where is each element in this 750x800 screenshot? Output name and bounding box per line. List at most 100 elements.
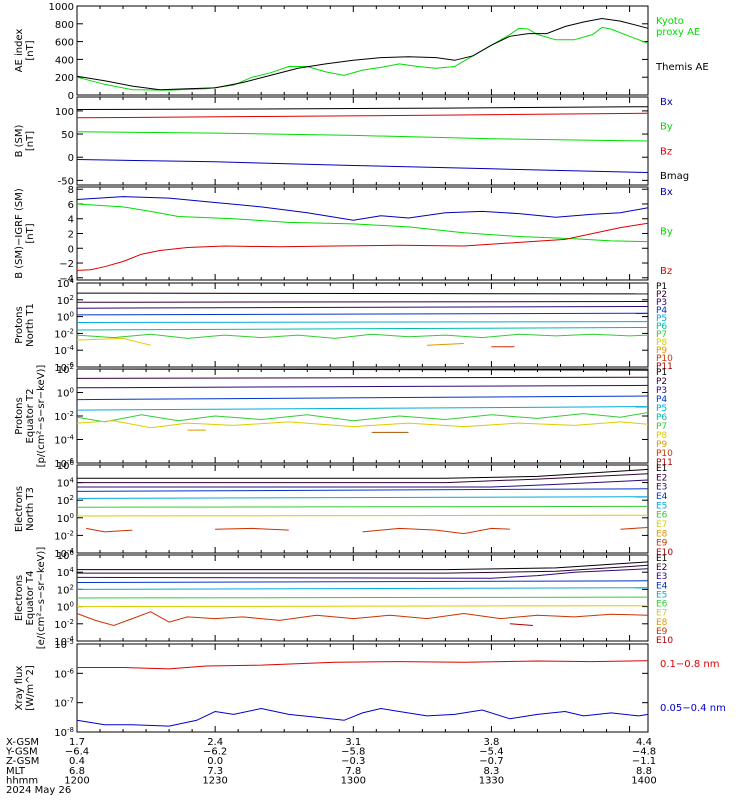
series-line-p2 bbox=[76, 301, 649, 303]
footer-value: 3.1 bbox=[345, 737, 361, 748]
series-line-by bbox=[76, 203, 649, 243]
footer-value: 6.8 bbox=[69, 766, 85, 777]
legend-p11: P11 bbox=[656, 362, 673, 372]
series-line-e5 bbox=[76, 496, 649, 499]
series-line-p5 bbox=[76, 406, 649, 411]
legend-e9: E9 bbox=[656, 627, 668, 637]
legend-p3: P3 bbox=[656, 298, 667, 308]
series-line-e7 bbox=[76, 514, 649, 517]
legend-by: By bbox=[660, 122, 673, 133]
footer-value: 1230 bbox=[202, 775, 227, 786]
footer-value: 8.8 bbox=[636, 766, 652, 777]
y-axis-label: [nT] bbox=[25, 223, 36, 243]
footer-value: 0.0 bbox=[207, 756, 223, 767]
series-line-e8 bbox=[76, 611, 649, 627]
legend-e6: E6 bbox=[656, 600, 668, 610]
y-axis-label: [nT] bbox=[25, 40, 36, 60]
series-line-p2 bbox=[76, 376, 649, 379]
series-line-e2 bbox=[77, 564, 649, 574]
y-tick-label: 10-2 bbox=[54, 529, 74, 542]
footer-value: −6.2 bbox=[203, 747, 227, 758]
series-line-p4 bbox=[76, 395, 649, 401]
series-line-p7 bbox=[76, 333, 649, 339]
y-tick-label: 0 bbox=[68, 153, 74, 164]
legend-bx: Bx bbox=[660, 97, 673, 108]
y-tick-label: 200 bbox=[55, 73, 74, 84]
legend-e1: E1 bbox=[656, 554, 667, 564]
series-line-kyoto-proxy-ae bbox=[76, 26, 649, 91]
y-tick-label: 102 bbox=[57, 494, 74, 507]
legend-e3: E3 bbox=[656, 483, 667, 493]
series-line-p8 bbox=[76, 337, 151, 346]
legend-e5: E5 bbox=[656, 501, 667, 511]
y-axis-label: AE index bbox=[14, 29, 25, 73]
series-line-p9 bbox=[426, 343, 464, 346]
legend-e2: E2 bbox=[656, 563, 667, 573]
legend-p9: P9 bbox=[656, 346, 667, 356]
series-line-e9b bbox=[215, 527, 289, 531]
y-tick-label: 6 bbox=[68, 200, 74, 211]
legend-p1: P1 bbox=[656, 282, 667, 292]
panel-frame bbox=[76, 186, 649, 281]
legend-e7: E7 bbox=[656, 609, 667, 619]
y-axis-label: Equator T4 bbox=[25, 571, 36, 626]
panel-frame bbox=[76, 282, 649, 368]
footer-value: 1.7 bbox=[69, 737, 85, 748]
series-line-p5 bbox=[76, 321, 649, 323]
panel-frame bbox=[76, 643, 649, 733]
y-tick-label: 10-4 bbox=[54, 635, 74, 648]
y-tick-label: 104 bbox=[57, 277, 75, 290]
y-axis-label: Protons bbox=[14, 397, 25, 434]
series-line-e9c bbox=[362, 527, 510, 535]
footer-value: 1300 bbox=[341, 775, 366, 786]
footer-row-label: MLT bbox=[6, 766, 26, 777]
series-line-by bbox=[76, 131, 649, 142]
panel-frame bbox=[76, 5, 649, 96]
footer-value: 2.4 bbox=[207, 737, 223, 748]
legend-e1: E1 bbox=[656, 464, 667, 474]
y-tick-label: 10-4 bbox=[54, 547, 74, 560]
panel-3: −4 −2 0 2 4 6 8 B (SM)−IGRF (SM) [nT] Bx By Bz bbox=[14, 185, 673, 285]
panel-frame bbox=[76, 464, 649, 554]
legend-e5: E5 bbox=[656, 590, 667, 600]
footer-row-label: hhmm bbox=[6, 775, 38, 786]
y-tick-label: 0 bbox=[68, 244, 74, 255]
y-tick-label: 10-5 bbox=[54, 638, 74, 651]
footer-value: 1200 bbox=[64, 775, 89, 786]
y-tick-label: 10-6 bbox=[54, 457, 74, 470]
series-line-p4 bbox=[76, 312, 649, 316]
y-tick-label: 10-8 bbox=[54, 726, 74, 739]
series-line-p6 bbox=[76, 327, 649, 331]
footer-value: −4.8 bbox=[632, 747, 656, 758]
y-tick-label: 102 bbox=[57, 583, 74, 596]
footer-row-label: Z-GSM bbox=[6, 756, 39, 767]
y-tick-label: 106 bbox=[57, 549, 75, 562]
series-line-0-05-0-4-nm bbox=[76, 707, 649, 727]
series-line-bz bbox=[76, 222, 649, 271]
y-tick-label: 100 bbox=[57, 311, 74, 324]
legend-p11: P11 bbox=[656, 458, 673, 468]
legend-p10: P10 bbox=[656, 354, 673, 364]
y-axis-label: [p/(cm²−s−sr−keV)] bbox=[36, 365, 47, 468]
y-axis-label: Protons bbox=[14, 306, 25, 343]
legend-p5: P5 bbox=[656, 314, 667, 324]
y-tick-label: 1000 bbox=[49, 2, 74, 13]
legend-e4: E4 bbox=[656, 581, 668, 591]
series-line-e6 bbox=[76, 596, 649, 599]
y-axis-label: Electrons bbox=[14, 575, 25, 621]
legend-bx: Bx bbox=[660, 187, 673, 198]
y-axis-label: Equator T2 bbox=[25, 389, 36, 444]
series-line-e1 bbox=[77, 561, 649, 571]
footer-row-label: 2024 May 26 bbox=[6, 785, 71, 796]
y-tick-label: 10-4 bbox=[54, 344, 74, 357]
footer-value: 4.4 bbox=[636, 737, 652, 748]
legend-e3: E3 bbox=[656, 572, 667, 582]
legend-p7: P7 bbox=[656, 422, 667, 432]
legend-bmag: Bmag bbox=[660, 171, 689, 182]
series-line-e5 bbox=[76, 587, 649, 590]
series-line-p3 bbox=[76, 306, 649, 309]
y-tick-label: 800 bbox=[55, 20, 74, 31]
legend-p3: P3 bbox=[656, 386, 667, 396]
y-tick-label: −2 bbox=[59, 259, 74, 270]
